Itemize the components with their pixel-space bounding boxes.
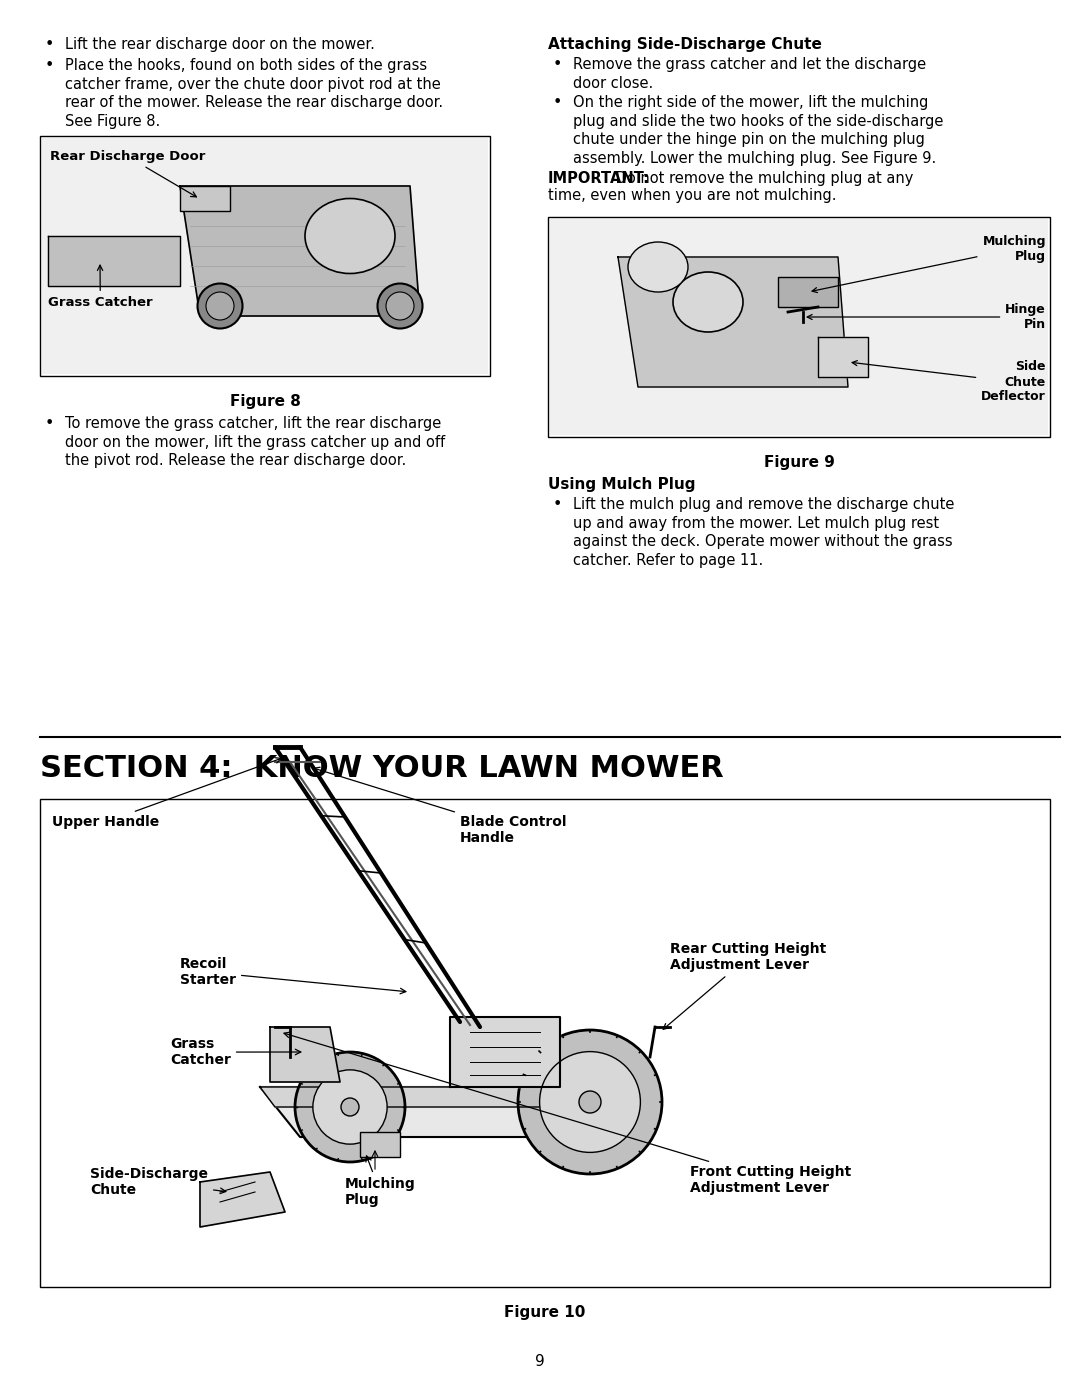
Text: Figure 10: Figure 10 — [504, 1305, 585, 1320]
Bar — [40, 799, 1050, 1287]
Ellipse shape — [341, 1098, 359, 1116]
Text: Grass Catcher: Grass Catcher — [48, 265, 152, 309]
Text: Blade Control
Handle: Blade Control Handle — [314, 767, 567, 845]
Text: Side
Chute
Deflector: Side Chute Deflector — [852, 360, 1047, 404]
Text: Hinge
Pin: Hinge Pin — [807, 303, 1047, 331]
Polygon shape — [618, 257, 848, 387]
Text: Grass
Catcher: Grass Catcher — [170, 1037, 301, 1067]
Text: On the right side of the mower, lift the mulching
plug and slide the two hooks o: On the right side of the mower, lift the… — [573, 95, 943, 166]
Text: •: • — [553, 95, 563, 110]
Text: Do not remove the mulching plug at any: Do not remove the mulching plug at any — [611, 170, 914, 186]
Ellipse shape — [627, 242, 688, 292]
Ellipse shape — [518, 1030, 662, 1173]
Bar — [40, 136, 490, 376]
Text: Place the hooks, found on both sides of the grass
catcher frame, over the chute : Place the hooks, found on both sides of … — [65, 59, 443, 129]
Text: Rear Discharge Door: Rear Discharge Door — [50, 149, 205, 197]
Text: Using Mulch Plug: Using Mulch Plug — [548, 476, 696, 492]
Text: •: • — [45, 59, 54, 73]
Polygon shape — [260, 1087, 630, 1137]
Ellipse shape — [673, 272, 743, 332]
Text: time, even when you are not mulching.: time, even when you are not mulching. — [548, 189, 837, 203]
Polygon shape — [450, 1017, 561, 1087]
Text: Mulching
Plug: Mulching Plug — [812, 235, 1047, 292]
Text: Lift the mulch plug and remove the discharge chute
up and away from the mower. L: Lift the mulch plug and remove the disch… — [573, 497, 955, 567]
Ellipse shape — [579, 1091, 600, 1113]
Bar — [548, 217, 1050, 437]
Bar — [180, 186, 230, 211]
Polygon shape — [270, 1027, 340, 1083]
Text: Upper Handle: Upper Handle — [52, 757, 281, 828]
Text: Figure 8: Figure 8 — [230, 394, 300, 409]
Text: •: • — [45, 416, 54, 432]
Ellipse shape — [206, 292, 234, 320]
Text: Recoil
Starter: Recoil Starter — [180, 957, 406, 993]
Ellipse shape — [378, 284, 422, 328]
Text: •: • — [45, 36, 54, 52]
Ellipse shape — [305, 198, 395, 274]
Ellipse shape — [386, 292, 414, 320]
Text: •: • — [553, 497, 563, 511]
Ellipse shape — [313, 1070, 387, 1144]
Bar — [42, 138, 488, 374]
Text: Rear Cutting Height
Adjustment Lever: Rear Cutting Height Adjustment Lever — [663, 942, 826, 1030]
Text: Attaching Side-Discharge Chute: Attaching Side-Discharge Chute — [548, 36, 822, 52]
Text: 9: 9 — [535, 1354, 545, 1369]
Text: Front Cutting Height
Adjustment Lever: Front Cutting Height Adjustment Lever — [284, 1032, 851, 1196]
Text: Lift the rear discharge door on the mower.: Lift the rear discharge door on the mowe… — [65, 36, 375, 52]
Bar — [778, 277, 838, 307]
Polygon shape — [180, 186, 420, 316]
Ellipse shape — [540, 1052, 640, 1153]
Text: Mulching
Plug: Mulching Plug — [345, 1155, 416, 1207]
Polygon shape — [48, 236, 180, 286]
Bar — [360, 1132, 400, 1157]
Text: Remove the grass catcher and let the discharge
door close.: Remove the grass catcher and let the dis… — [573, 57, 927, 91]
Polygon shape — [260, 1087, 630, 1106]
Text: SECTION 4:  KNOW YOUR LAWN MOWER: SECTION 4: KNOW YOUR LAWN MOWER — [40, 754, 724, 782]
Text: To remove the grass catcher, lift the rear discharge
door on the mower, lift the: To remove the grass catcher, lift the re… — [65, 416, 445, 468]
Text: Side-Discharge
Chute: Side-Discharge Chute — [90, 1166, 226, 1197]
Ellipse shape — [198, 284, 243, 328]
Polygon shape — [200, 1172, 285, 1227]
Text: •: • — [553, 57, 563, 73]
Bar — [550, 219, 1048, 434]
Text: IMPORTANT:: IMPORTANT: — [548, 170, 650, 186]
Ellipse shape — [295, 1052, 405, 1162]
Text: Figure 9: Figure 9 — [764, 455, 835, 469]
Polygon shape — [818, 337, 868, 377]
